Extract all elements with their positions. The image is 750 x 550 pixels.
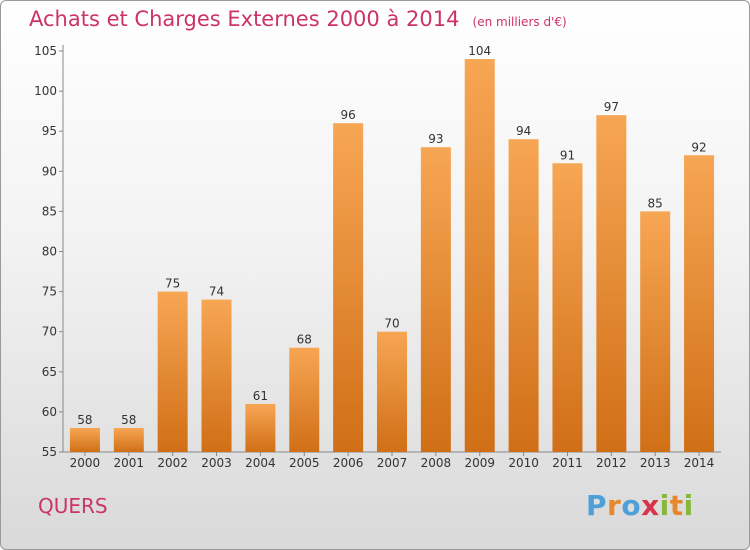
x-tick-label: 2009: [464, 456, 495, 470]
bar: [157, 291, 188, 452]
bar: [113, 427, 144, 452]
data-label: 92: [691, 140, 706, 154]
bars: [69, 59, 715, 453]
proxiti-logo: Proxiti: [586, 489, 694, 522]
y-tick-label: 55: [42, 445, 57, 459]
data-label: 74: [209, 285, 224, 299]
x-tick-label: 2002: [157, 456, 188, 470]
data-label: 96: [340, 108, 355, 122]
x-tick-label: 2006: [333, 456, 364, 470]
x-tick-label: 2000: [70, 456, 101, 470]
commune-name: QUERS: [38, 494, 108, 518]
title-row: Achats et Charges Externes 2000 à 2014 (…: [29, 7, 567, 31]
x-tick-label: 2007: [377, 456, 408, 470]
bar: [333, 123, 364, 453]
x-tick-label: 2013: [640, 456, 671, 470]
data-label: 70: [384, 317, 399, 331]
logo-letter: i: [683, 489, 694, 522]
logo-letter: P: [586, 489, 608, 522]
axes: 55 60 65 70 75 80 85 90 95 100 105 2000 2001 2002 2003…: [34, 44, 721, 470]
x-tick-label: 2014: [684, 456, 715, 470]
y-tick-label: 105: [34, 44, 57, 58]
y-tick-label: 95: [42, 124, 57, 138]
bar: [508, 139, 539, 452]
y-tick-label: 75: [42, 285, 57, 299]
x-tick-label: 2008: [421, 456, 452, 470]
unit-label: (en milliers d'€): [472, 15, 567, 29]
chart-title: Achats et Charges Externes 2000 à 2014: [29, 7, 460, 31]
data-label: 94: [516, 124, 531, 138]
logo-letter: t: [669, 489, 684, 522]
logo-letter: o: [621, 489, 642, 522]
bar: [552, 163, 583, 452]
logo-letter: i: [659, 489, 670, 522]
y-tick-label: 85: [42, 204, 57, 218]
logo-letter: r: [607, 489, 622, 522]
data-label: 58: [121, 413, 136, 427]
x-tick-label: 2001: [114, 456, 145, 470]
bar: [596, 115, 627, 452]
data-labels: 58 58 75 74 61 68 96 70 93 104 94 91 97 85 92: [77, 44, 706, 427]
data-label: 61: [253, 389, 268, 403]
bar: [289, 347, 320, 452]
bar: [420, 147, 451, 453]
x-tick-label: 2005: [289, 456, 320, 470]
x-tick-label: 2011: [552, 456, 583, 470]
y-tick-label: 65: [42, 365, 57, 379]
data-label: 104: [468, 44, 491, 58]
bar: [640, 211, 671, 452]
x-tick-label: 2003: [201, 456, 232, 470]
data-label: 91: [560, 148, 575, 162]
y-tick-label: 60: [42, 405, 57, 419]
x-tick-label: 2004: [245, 456, 276, 470]
bar: [69, 427, 100, 452]
data-label: 97: [604, 100, 619, 114]
bar: [201, 299, 232, 452]
data-label: 75: [165, 277, 180, 291]
logo-letter: x: [641, 489, 660, 522]
bar: [684, 155, 715, 452]
x-tick-label: 2010: [508, 456, 539, 470]
data-label: 85: [648, 196, 663, 210]
bar: [377, 331, 407, 452]
data-label: 58: [77, 413, 92, 427]
bar: [245, 403, 276, 452]
bar: [464, 59, 495, 453]
data-label: 68: [297, 333, 312, 347]
y-tick-label: 80: [42, 245, 57, 259]
x-tick-label: 2012: [596, 456, 627, 470]
data-label: 93: [428, 132, 443, 146]
y-tick-label: 100: [34, 84, 57, 98]
y-tick-label: 70: [42, 325, 57, 339]
y-tick-label: 90: [42, 164, 57, 178]
